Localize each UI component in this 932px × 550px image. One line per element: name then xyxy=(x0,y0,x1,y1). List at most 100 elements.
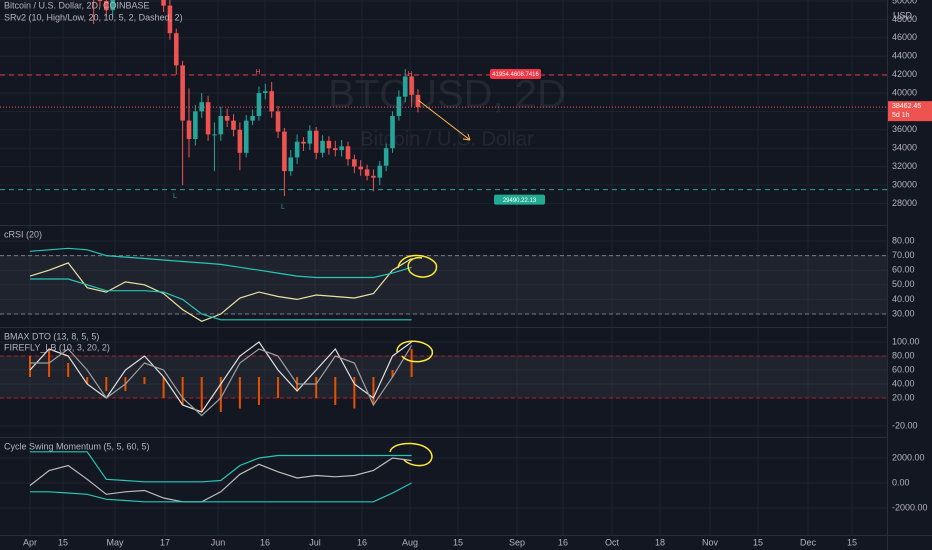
histogram-bar xyxy=(219,377,222,413)
hand-drawn-circle xyxy=(389,442,433,467)
pane-title: Cycle Swing Momentum (5, 5, 60, 5) xyxy=(4,441,150,451)
candle-body xyxy=(186,120,192,139)
indicator-line xyxy=(29,457,412,503)
histogram-bar xyxy=(372,377,375,406)
level-band xyxy=(0,255,887,315)
pivot-label: L xyxy=(173,193,177,200)
candle-body xyxy=(415,94,421,108)
indicator-line xyxy=(30,482,412,503)
histogram-bar xyxy=(105,377,108,392)
last-price-label: 38462.45 xyxy=(892,103,921,110)
x-tick-label: Sep xyxy=(509,537,525,547)
candle-body xyxy=(218,115,224,135)
x-tick-label: Oct xyxy=(605,537,620,547)
candle-body xyxy=(396,96,402,116)
candle-body xyxy=(339,146,344,151)
indicator-line xyxy=(30,278,412,321)
x-tick-label: Aug xyxy=(402,537,418,547)
crsi-pane xyxy=(0,247,887,322)
pivot-label: H xyxy=(255,69,260,76)
y-tick-label: 60.00 xyxy=(892,265,915,275)
candle-body xyxy=(320,140,325,153)
candle-body xyxy=(409,76,414,95)
candle-body xyxy=(332,148,338,151)
histogram-bar xyxy=(257,377,260,406)
y-tick-label: 50.00 xyxy=(892,279,915,289)
x-tick-label: Apr xyxy=(23,537,37,547)
candle-body xyxy=(250,115,255,121)
candle-body xyxy=(205,102,211,135)
x-tick-label: Jul xyxy=(309,537,321,547)
level-band xyxy=(0,356,887,399)
candle-body xyxy=(282,131,287,172)
y-tick-label: -20.00 xyxy=(892,420,918,430)
histogram-bar xyxy=(277,377,280,399)
y-tick-label: 50000 xyxy=(892,0,917,5)
candle-body xyxy=(97,0,103,2)
candle-body xyxy=(307,130,313,144)
indicator-line xyxy=(30,345,413,417)
y-tick-label: 36000 xyxy=(892,124,917,134)
y-tick-label: 34000 xyxy=(892,143,917,153)
y-tick-label: 28000 xyxy=(892,198,917,208)
candle-body xyxy=(243,120,249,153)
candle-body xyxy=(256,92,262,116)
candle-body xyxy=(377,165,383,178)
candle-body xyxy=(269,91,274,112)
pane-title: BMAX DTO (13, 8, 5, 5) xyxy=(4,331,99,341)
x-tick-label: 15 xyxy=(58,537,68,547)
candle-body xyxy=(371,175,376,178)
y-tick-label: 20.00 xyxy=(892,392,915,402)
trend-arrow xyxy=(417,99,471,141)
csm-pane xyxy=(29,451,412,503)
y-tick-label: 70.00 xyxy=(892,250,915,260)
level-label: 29490.22.13 xyxy=(503,198,537,204)
indicator-line xyxy=(29,257,412,322)
histogram-bar xyxy=(334,377,337,406)
candle-body xyxy=(383,148,389,166)
pane-subtitle: FIREFLY_LB (10, 3, 20, 2) xyxy=(4,342,110,352)
candle-body xyxy=(275,111,281,132)
indicator-line xyxy=(29,247,412,279)
indicator-line xyxy=(30,451,412,483)
candle-body xyxy=(173,33,179,66)
candle-body xyxy=(301,141,306,144)
x-tick-label: Dec xyxy=(800,537,817,547)
x-tick-label: 16 xyxy=(357,537,367,547)
y-tick-label: 48000 xyxy=(892,14,917,24)
histogram-bar xyxy=(143,377,146,385)
axis-unit: USD xyxy=(893,10,913,20)
price-pane xyxy=(0,0,887,197)
candle-body xyxy=(345,146,351,160)
histogram-bar xyxy=(353,377,356,409)
level-label-box xyxy=(494,194,545,205)
pane-title: cRSI (20) xyxy=(4,229,42,239)
y-tick-label: 0.00 xyxy=(892,477,910,487)
x-tick-label: Jun xyxy=(211,537,226,547)
candle-body xyxy=(110,0,115,11)
watermark-subtitle: Bitcoin / U.S. Dollar xyxy=(360,128,534,150)
hand-drawn-circle xyxy=(397,254,438,278)
histogram-bar xyxy=(238,377,241,409)
pivot-label: L xyxy=(281,204,285,211)
countdown-label: 5d 1h xyxy=(892,112,910,119)
x-tick-label: 16 xyxy=(558,537,568,547)
x-tick-label: May xyxy=(106,537,124,547)
candle-body xyxy=(180,65,185,121)
y-tick-label: 2000.00 xyxy=(892,452,925,462)
candle-body xyxy=(193,111,198,139)
pivot-label: H xyxy=(407,71,412,78)
histogram-bar xyxy=(29,356,31,378)
candle-body xyxy=(237,129,243,153)
y-tick-label: 30000 xyxy=(892,179,917,189)
last-price-box xyxy=(888,101,932,122)
candle-body xyxy=(294,141,300,158)
x-tick-label: 15 xyxy=(453,537,463,547)
histogram-bar xyxy=(181,377,184,406)
histogram-bar xyxy=(410,349,413,378)
candle-body xyxy=(104,1,109,11)
arrow-head xyxy=(462,133,471,141)
histogram-bar xyxy=(162,377,165,399)
y-tick-label: 80.00 xyxy=(892,235,915,245)
